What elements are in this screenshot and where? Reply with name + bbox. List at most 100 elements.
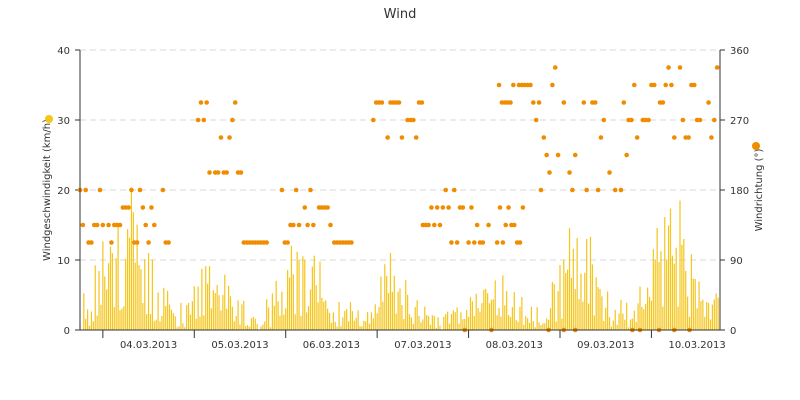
direction-point — [497, 205, 503, 210]
direction-point — [711, 117, 717, 123]
y-right-label: Windrichtung (°) — [754, 149, 765, 232]
direction-point — [396, 100, 402, 105]
direction-point — [555, 152, 561, 158]
y-left-tick-label: 30 — [57, 116, 70, 127]
direction-point — [431, 222, 437, 228]
chart-title: Wind — [383, 7, 417, 22]
direction-point — [149, 205, 154, 210]
direction-point — [466, 240, 471, 245]
direction-point — [151, 222, 157, 228]
direction-point — [446, 205, 451, 210]
direction-point — [474, 222, 480, 228]
direction-point — [437, 222, 443, 228]
direction-point — [308, 187, 313, 193]
y-left-tick-label: 0 — [64, 326, 70, 337]
direction-point — [629, 117, 634, 123]
direction-point — [572, 152, 578, 158]
y-left-tick-label: 10 — [57, 256, 70, 267]
direction-point — [449, 240, 454, 245]
direction-point — [279, 187, 285, 193]
direction-point — [631, 82, 637, 88]
direction-point — [134, 240, 140, 245]
direction-point — [230, 117, 235, 123]
direction-point — [592, 100, 598, 105]
direction-point — [598, 135, 604, 140]
direction-point — [531, 100, 536, 105]
direction-point — [538, 187, 544, 193]
direction-point — [411, 117, 416, 123]
direction-point — [451, 187, 457, 193]
direction-point — [511, 222, 517, 228]
direction-point — [371, 117, 376, 123]
direction-point — [232, 100, 238, 105]
direction-point — [426, 222, 431, 228]
direction-point — [215, 170, 221, 175]
direction-point — [434, 205, 440, 210]
direction-point — [469, 205, 474, 210]
direction-point — [218, 135, 224, 140]
direction-point — [601, 117, 607, 123]
direction-point — [385, 135, 390, 140]
direction-point — [471, 240, 477, 245]
direction-point — [511, 82, 516, 88]
direction-point — [137, 187, 143, 193]
direction-point — [328, 222, 333, 228]
direction-point — [106, 222, 111, 228]
direction-point — [541, 135, 547, 140]
x-tick-label: 07.03.2013 — [394, 340, 451, 351]
x-tick-label: 05.03.2013 — [211, 340, 268, 351]
direction-point — [97, 187, 103, 193]
y-right-tick-label: 90 — [730, 256, 743, 267]
direction-point — [547, 170, 552, 175]
direction-point — [293, 187, 299, 193]
direction-point — [691, 82, 697, 88]
direction-point — [486, 222, 491, 228]
direction-point — [651, 82, 657, 88]
direction-point — [264, 240, 269, 245]
direction-point — [544, 152, 549, 158]
y-left-tick-label: 20 — [57, 186, 70, 197]
direction-point — [440, 205, 446, 210]
x-tick-label: 08.03.2013 — [486, 340, 543, 351]
direction-point — [379, 100, 385, 105]
direction-point — [443, 187, 449, 193]
direction-point — [669, 82, 674, 88]
direction-point — [291, 222, 296, 228]
direction-point — [567, 170, 572, 175]
x-tick-label: 09.03.2013 — [577, 340, 634, 351]
direction-point — [166, 240, 171, 245]
x-tick-label: 04.03.2013 — [120, 340, 177, 351]
direction-point — [686, 135, 691, 140]
direction-point — [305, 222, 310, 228]
direction-point — [285, 240, 290, 245]
direction-point — [126, 205, 131, 210]
direction-point — [581, 100, 587, 105]
direction-point — [533, 117, 539, 123]
direction-point — [709, 135, 714, 140]
direction-point — [480, 240, 486, 245]
direction-point — [201, 117, 207, 123]
direction-point — [140, 205, 146, 210]
x-tick-label: 10.03.2013 — [669, 340, 726, 351]
direction-point — [302, 205, 308, 210]
direction-point — [129, 187, 134, 193]
direction-point — [508, 100, 513, 105]
direction-point — [624, 152, 629, 158]
direction-point — [100, 222, 106, 228]
direction-point — [227, 135, 232, 140]
direction-point — [496, 82, 502, 88]
direction-point — [552, 65, 558, 70]
direction-point — [146, 240, 151, 245]
direction-point — [503, 222, 509, 228]
direction-point — [517, 240, 523, 245]
direction-point — [311, 222, 316, 228]
speed-legend-dot — [45, 115, 53, 123]
direction-point — [500, 240, 506, 245]
x-tick-label: 06.03.2013 — [303, 340, 360, 351]
direction-point — [607, 170, 612, 175]
direction-point — [520, 205, 526, 210]
direction-point — [706, 100, 711, 105]
direction-point — [666, 65, 671, 70]
direction-point — [296, 222, 302, 228]
direction-point — [618, 187, 624, 193]
